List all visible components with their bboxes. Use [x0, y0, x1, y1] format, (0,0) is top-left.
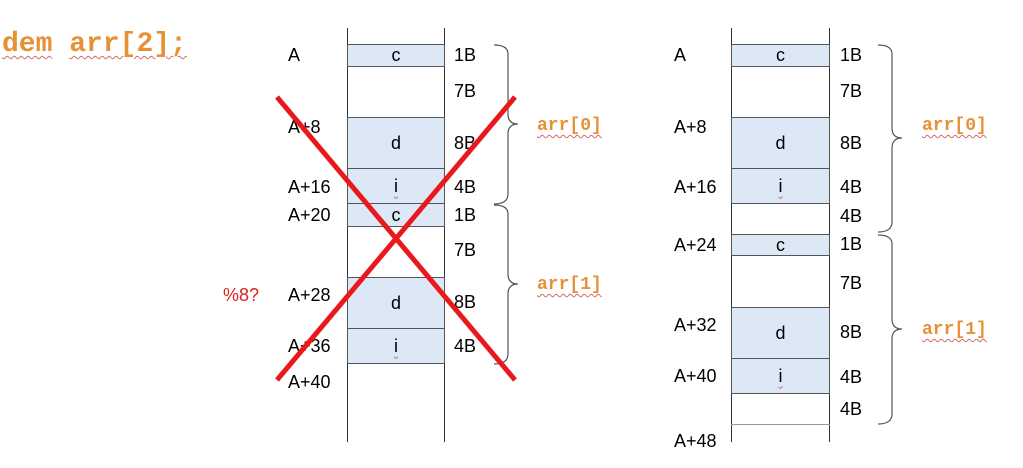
right-size: 7B [840, 273, 863, 293]
declaration-keyword: dem [2, 29, 53, 60]
right-address: A [674, 45, 687, 65]
left-brace-arr0 [493, 44, 519, 205]
left-field-d: d [347, 277, 445, 329]
right-field-c: c [731, 234, 830, 256]
right-label-arr1: arr[1] [922, 320, 987, 340]
left-memory-edge-left [347, 28, 348, 442]
right-size: 1B [840, 234, 863, 254]
right-address: A+8 [674, 117, 707, 137]
left-address: A+20 [288, 205, 331, 225]
right-field-d: d [731, 117, 830, 169]
right-field-d: d [731, 307, 830, 359]
left-field-c: c [347, 44, 445, 67]
right-size: 7B [840, 81, 863, 101]
left-size: 8B [454, 292, 477, 312]
right-field-c: c [731, 44, 830, 67]
right-brace-arr0 [877, 44, 903, 233]
right-address: A+16 [674, 177, 717, 197]
left-field-d: d [347, 117, 445, 169]
left-label-arr1: arr[1] [537, 275, 602, 295]
right-size: 4B [840, 399, 863, 419]
right-address: A+24 [674, 235, 717, 255]
right-size: 4B [840, 206, 863, 226]
left-address: A+28 [288, 285, 331, 305]
right-address: A+32 [674, 315, 717, 335]
left-field-i: i [347, 328, 445, 364]
declaration: dem arr[2]; [2, 28, 187, 62]
right-brace-arr1 [877, 234, 903, 425]
left-address: A [288, 45, 301, 65]
left-brace-arr1 [493, 204, 519, 365]
right-field-i: i [731, 358, 830, 394]
left-address: A+40 [288, 372, 331, 392]
left-size: 4B [454, 336, 477, 356]
right-size: 8B [840, 133, 863, 153]
left-size: 1B [454, 45, 477, 65]
left-size: 7B [454, 81, 477, 101]
right-size: 8B [840, 322, 863, 342]
right-field-i: i [731, 168, 830, 204]
left-size: 1B [454, 205, 477, 225]
right-label-arr0: arr[0] [922, 116, 987, 136]
left-size: 7B [454, 240, 477, 260]
left-label-arr0: arr[0] [537, 116, 602, 136]
left-field-c: c [347, 203, 445, 227]
declaration-rest: arr[2]; [69, 29, 187, 60]
left-memory-edge-right [444, 28, 445, 442]
right-struct-end-line [731, 424, 830, 425]
right-size: 1B [840, 45, 863, 65]
right-size: 4B [840, 367, 863, 387]
left-address: A+16 [288, 177, 331, 197]
right-address: A+48 [674, 431, 717, 451]
alignment-note: %8? [223, 285, 260, 305]
left-size: 4B [454, 177, 477, 197]
right-size: 4B [840, 177, 863, 197]
right-address: A+40 [674, 366, 717, 386]
